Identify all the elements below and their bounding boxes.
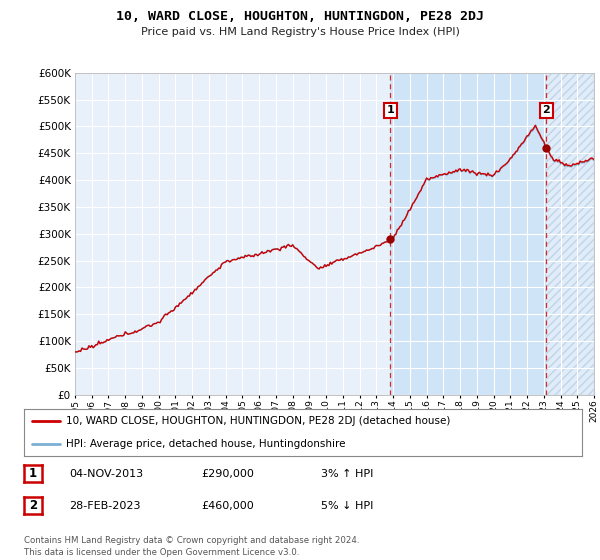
- Bar: [547, 73, 594, 395]
- Text: 28-FEB-2023: 28-FEB-2023: [69, 501, 140, 511]
- Text: 3% ↑ HPI: 3% ↑ HPI: [321, 469, 373, 479]
- Text: 04-NOV-2013: 04-NOV-2013: [69, 469, 143, 479]
- Text: HPI: Average price, detached house, Huntingdonshire: HPI: Average price, detached house, Hunt…: [66, 439, 346, 449]
- Text: £290,000: £290,000: [201, 469, 254, 479]
- Text: 2: 2: [29, 499, 37, 512]
- Bar: [390, 73, 547, 395]
- Text: 5% ↓ HPI: 5% ↓ HPI: [321, 501, 373, 511]
- Text: 1: 1: [386, 105, 394, 115]
- Text: 1: 1: [29, 467, 37, 480]
- Text: 2: 2: [542, 105, 550, 115]
- Text: Price paid vs. HM Land Registry's House Price Index (HPI): Price paid vs. HM Land Registry's House …: [140, 27, 460, 37]
- Text: 10, WARD CLOSE, HOUGHTON, HUNTINGDON, PE28 2DJ (detached house): 10, WARD CLOSE, HOUGHTON, HUNTINGDON, PE…: [66, 416, 450, 426]
- Text: 10, WARD CLOSE, HOUGHTON, HUNTINGDON, PE28 2DJ: 10, WARD CLOSE, HOUGHTON, HUNTINGDON, PE…: [116, 10, 484, 23]
- Text: Contains HM Land Registry data © Crown copyright and database right 2024.
This d: Contains HM Land Registry data © Crown c…: [24, 536, 359, 557]
- Text: £460,000: £460,000: [201, 501, 254, 511]
